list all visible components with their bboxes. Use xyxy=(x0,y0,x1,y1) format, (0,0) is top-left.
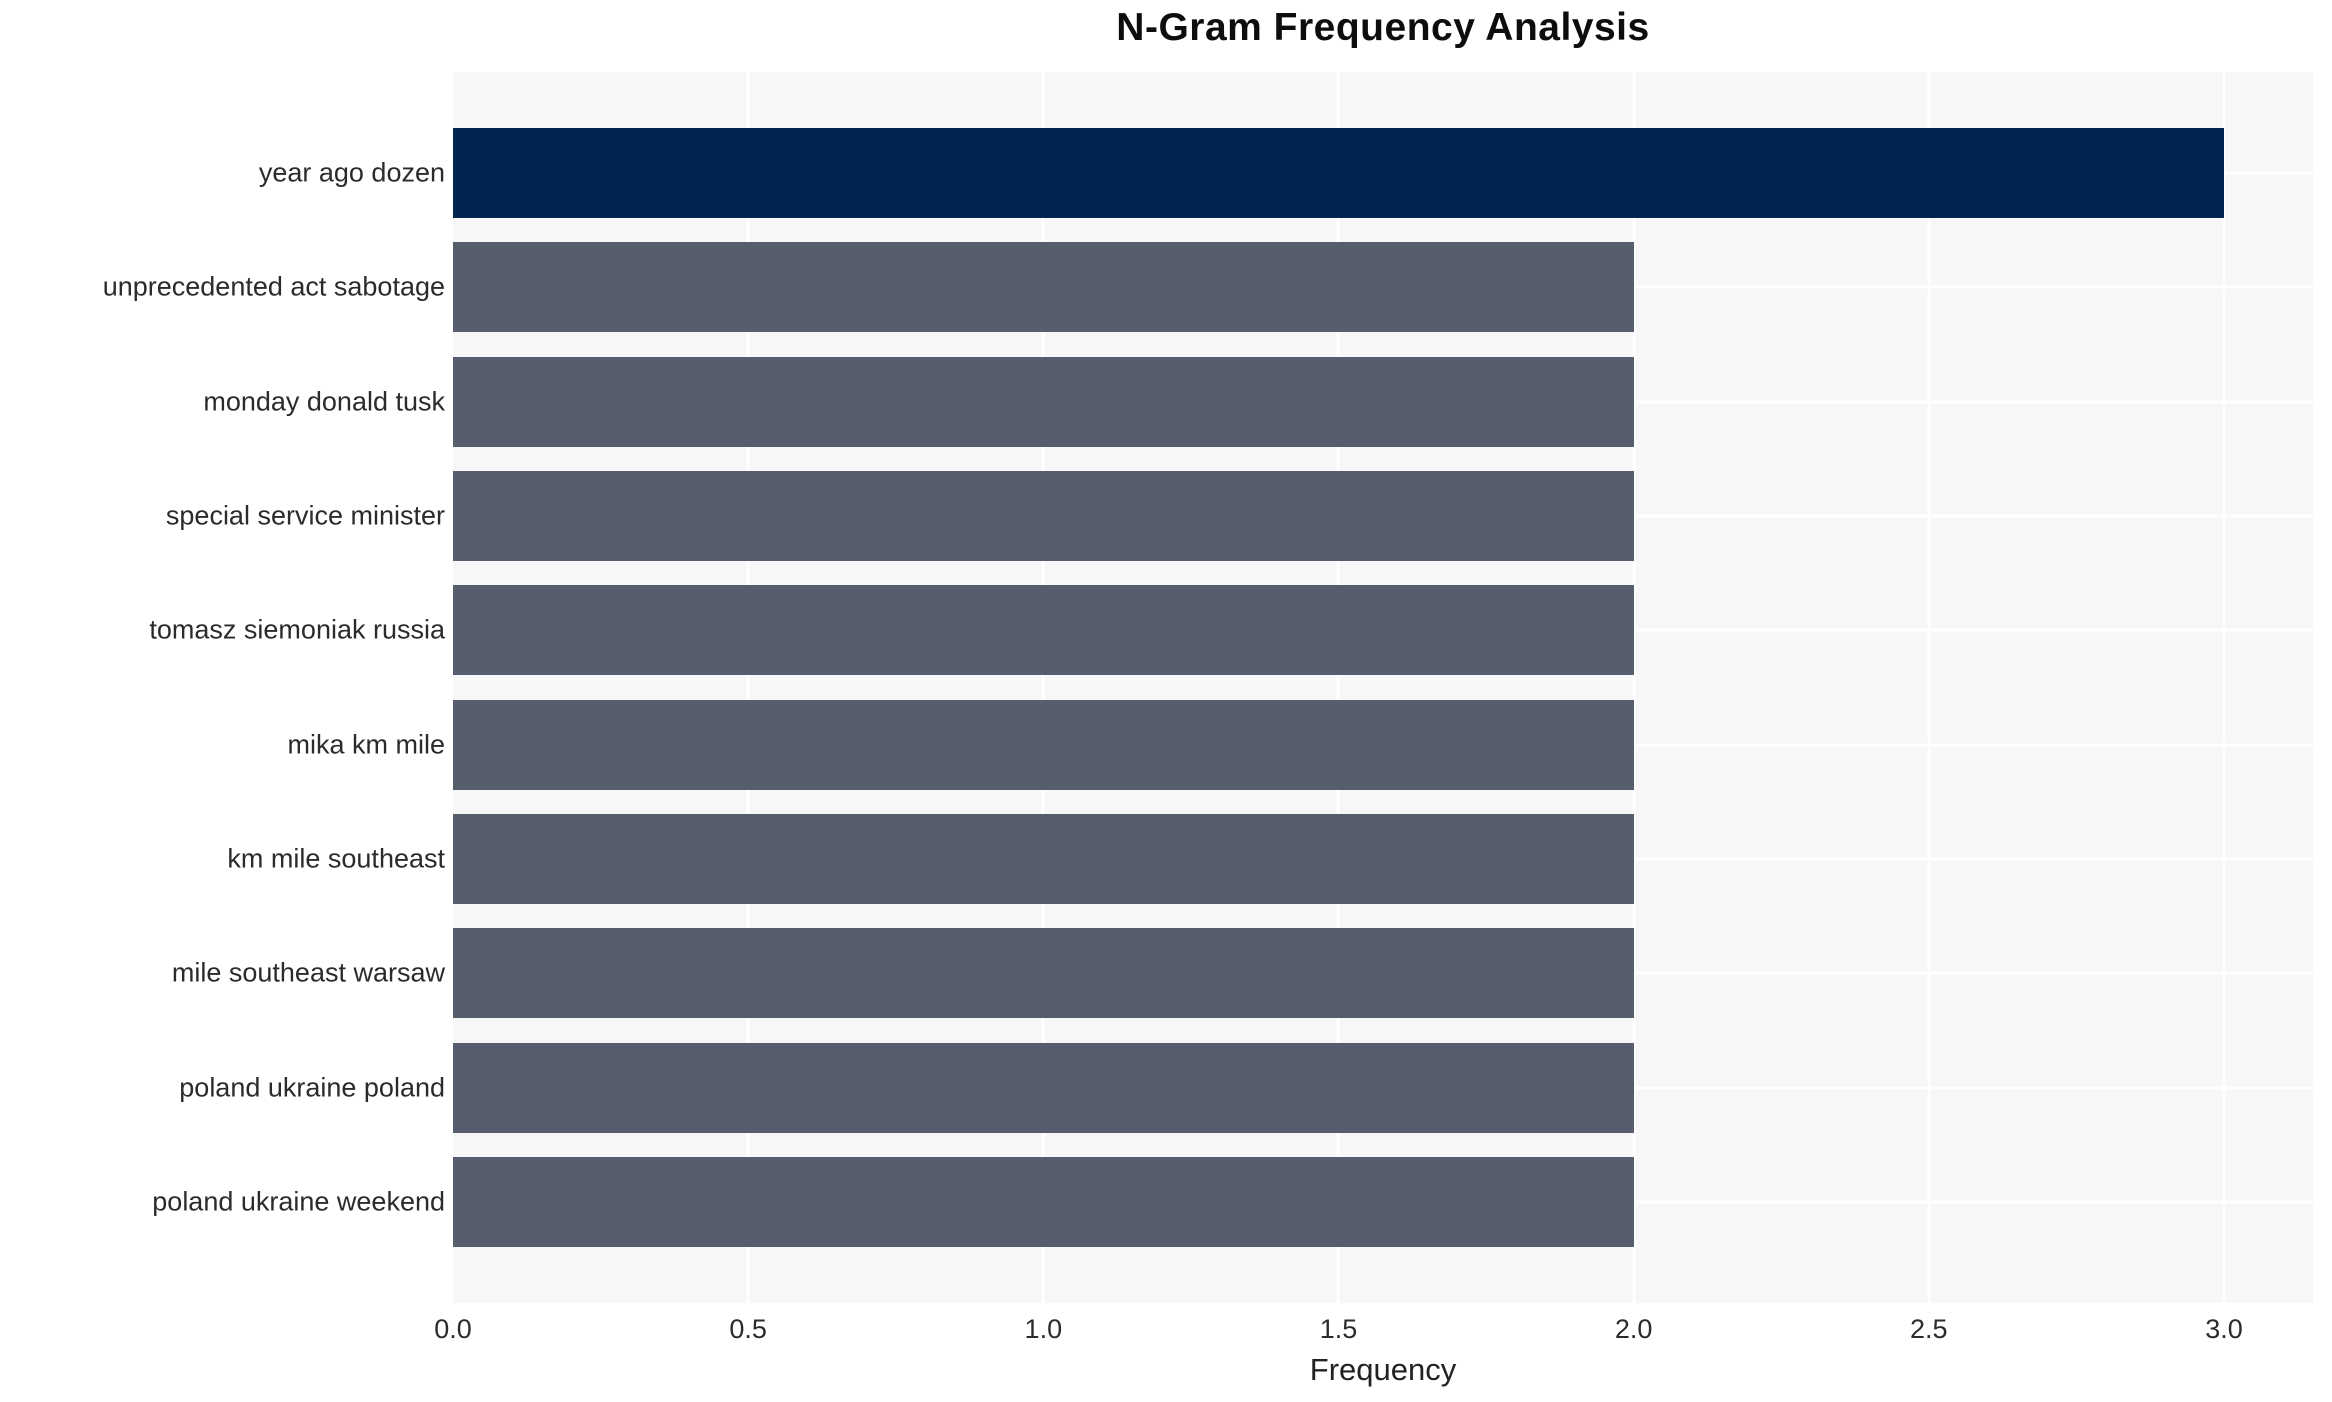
y-axis-label: unprecedented act sabotage xyxy=(102,271,445,302)
plot-area xyxy=(453,72,2313,1303)
y-axis-label: poland ukraine poland xyxy=(179,1072,445,1103)
gridline-vertical xyxy=(2222,72,2226,1303)
bar xyxy=(453,128,2224,218)
y-axis-label: tomasz siemoniak russia xyxy=(149,614,445,645)
bar xyxy=(453,242,1634,333)
y-axis-label: mile southeast warsaw xyxy=(171,957,445,988)
y-axis-label: km mile southeast xyxy=(227,843,445,874)
bar xyxy=(453,699,1634,790)
y-axis-label: year ago dozen xyxy=(258,157,445,188)
gridline-vertical xyxy=(1632,72,1636,1303)
x-tick-label: 0.0 xyxy=(434,1314,472,1344)
bar xyxy=(453,585,1634,676)
x-tick-label: 1.0 xyxy=(1024,1314,1063,1344)
y-axis-label: monday donald tusk xyxy=(203,386,445,417)
y-axis-label: mika km mile xyxy=(287,729,445,760)
gridline-vertical xyxy=(1927,72,1931,1303)
gridline-vertical xyxy=(1336,72,1340,1303)
x-tick-label: 2.5 xyxy=(1910,1314,1948,1344)
x-tick-label: 3.0 xyxy=(2205,1314,2243,1344)
x-axis-title: Frequency xyxy=(1309,1352,1457,1387)
y-axis-label: special service minister xyxy=(165,500,445,531)
gridline-vertical xyxy=(746,72,750,1303)
bar xyxy=(453,1042,1634,1133)
x-tick-label: 0.5 xyxy=(729,1314,767,1344)
bar xyxy=(453,813,1634,904)
x-tick-label: 2.0 xyxy=(1614,1314,1653,1344)
bar xyxy=(453,470,1634,561)
chart-title: N-Gram Frequency Analysis xyxy=(1116,6,1650,49)
y-axis-label: poland ukraine weekend xyxy=(152,1186,445,1217)
bar xyxy=(453,928,1634,1019)
gridline-vertical xyxy=(1041,72,1045,1303)
bar xyxy=(453,1156,1634,1247)
x-tick-label: 1.5 xyxy=(1319,1314,1358,1344)
bar xyxy=(453,356,1634,447)
